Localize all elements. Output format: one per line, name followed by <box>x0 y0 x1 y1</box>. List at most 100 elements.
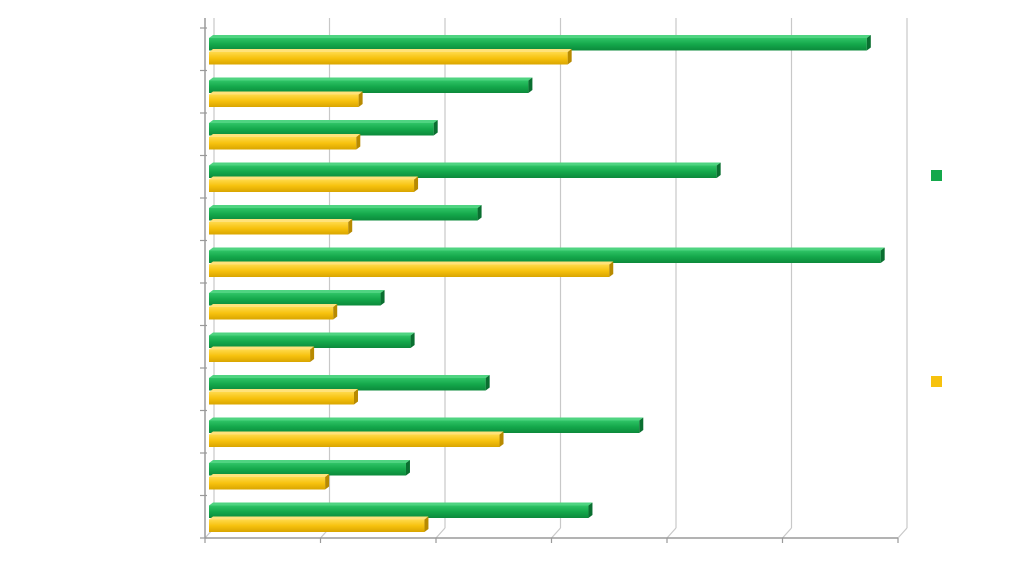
bar-end <box>716 162 721 178</box>
bar-end <box>499 431 504 447</box>
bar-end <box>356 134 361 150</box>
gridline-floor-4 <box>666 527 677 539</box>
bar-front <box>209 335 411 348</box>
bar-front <box>209 165 717 178</box>
bar-end <box>358 91 363 107</box>
bar-s1-c4 <box>209 219 353 235</box>
legend-marker-0 <box>931 170 942 181</box>
bar-s1-c6 <box>209 304 338 320</box>
bar-top <box>209 474 330 477</box>
bar-end <box>414 176 419 192</box>
bar-top <box>209 77 533 81</box>
legend <box>931 170 942 387</box>
bar-s0-c1 <box>209 77 533 93</box>
bar-end <box>588 502 593 518</box>
bar-s0-c2 <box>209 120 438 136</box>
bar-s0-c6 <box>209 290 385 306</box>
bar-end <box>353 389 358 405</box>
bar-s0-c9 <box>209 417 644 433</box>
bar-top <box>209 417 644 421</box>
bar-top <box>209 162 721 166</box>
bar-top <box>209 35 871 38</box>
bar-end <box>477 205 482 221</box>
bar-front <box>209 94 359 107</box>
bar-end <box>609 261 614 277</box>
bar-s1-c1 <box>209 91 363 107</box>
bar-top <box>209 346 315 350</box>
bar-front <box>209 137 357 150</box>
bar-end <box>433 120 438 136</box>
gridline-floor-3 <box>551 527 561 539</box>
bar-top <box>209 219 353 222</box>
bar-s1-c0 <box>209 49 572 65</box>
bar-front <box>209 52 568 65</box>
bar-end <box>424 516 429 532</box>
bar-end <box>405 460 410 476</box>
bar-end <box>348 219 353 235</box>
bar-s1-c2 <box>209 134 361 150</box>
bar-front <box>209 307 334 320</box>
bar-s1-c3 <box>209 176 419 192</box>
bar-s0-c7 <box>209 332 415 348</box>
bar-front <box>209 264 610 277</box>
bar-end <box>325 474 330 490</box>
bar-s1-c5 <box>209 261 614 277</box>
bar-front <box>209 392 354 405</box>
bar-end <box>485 375 490 391</box>
axes <box>200 18 899 543</box>
bar-top <box>209 120 438 123</box>
legend-marker-1 <box>931 376 942 387</box>
bar-top <box>209 516 429 520</box>
bar-front <box>209 38 867 51</box>
bar-s0-c0 <box>209 35 871 51</box>
bar-front <box>209 349 311 362</box>
bar-top <box>209 332 415 336</box>
bar-front <box>209 222 349 235</box>
bar-front <box>209 519 425 532</box>
bar-front <box>209 505 589 518</box>
bar-top <box>209 431 504 435</box>
bar-top <box>209 247 885 251</box>
bar-end <box>528 77 533 93</box>
bar-front <box>209 123 434 136</box>
bar-front <box>209 420 640 433</box>
bar-front <box>209 293 381 306</box>
bar-s0-c3 <box>209 162 721 178</box>
bar-front <box>209 378 486 391</box>
bar-front <box>209 208 478 221</box>
bar-top <box>209 389 358 392</box>
bar-s1-c10 <box>209 474 330 490</box>
bar-top <box>209 460 410 463</box>
bar-end <box>380 290 385 306</box>
bar-s0-c11 <box>209 502 593 518</box>
bar-s1-c8 <box>209 389 358 405</box>
bar-top <box>209 290 385 293</box>
bar-end <box>880 247 885 263</box>
bar-top <box>209 502 593 506</box>
bar-front <box>209 477 326 490</box>
bar-top <box>209 134 361 137</box>
gridline-floor-2 <box>435 527 446 539</box>
bar-top <box>209 205 482 208</box>
bar-top <box>209 375 490 378</box>
bar-top <box>209 176 419 180</box>
bar-end <box>639 417 644 433</box>
bar-s0-c4 <box>209 205 482 221</box>
bar-s0-c10 <box>209 460 410 476</box>
bar-top <box>209 261 614 265</box>
bar-end <box>567 49 572 65</box>
bar-front <box>209 179 415 192</box>
bar-front <box>209 463 406 476</box>
bar-front <box>209 80 529 93</box>
bar-end <box>310 346 315 362</box>
bar-s0-c8 <box>209 375 490 391</box>
bar-top <box>209 49 572 52</box>
bar-s1-c11 <box>209 516 429 532</box>
bar-top <box>209 304 338 307</box>
bar-s1-c9 <box>209 431 504 447</box>
gridline-floor-5 <box>782 527 792 539</box>
bar-end <box>866 35 871 51</box>
bars <box>209 35 885 532</box>
bar-s0-c5 <box>209 247 885 263</box>
